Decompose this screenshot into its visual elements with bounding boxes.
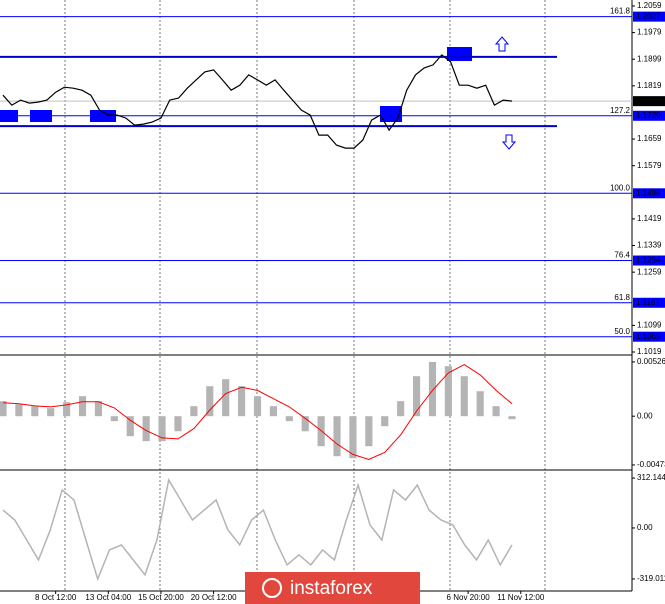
histogram-bar bbox=[174, 416, 182, 432]
price-box bbox=[633, 331, 665, 342]
histogram-bar bbox=[15, 404, 23, 417]
histogram-bar bbox=[142, 416, 150, 442]
histogram-bar bbox=[253, 396, 262, 417]
marker bbox=[380, 106, 402, 122]
y-tick-label: 1.1899 bbox=[637, 54, 662, 63]
price-label: 1.1167 bbox=[636, 298, 660, 307]
histogram-bar bbox=[444, 366, 452, 417]
y-tick-label: 0.00526 bbox=[637, 357, 665, 366]
price-box bbox=[633, 96, 665, 107]
histogram-bar bbox=[269, 406, 277, 417]
y-tick-label: 1.1579 bbox=[637, 161, 662, 170]
histogram-bar bbox=[333, 416, 341, 457]
histogram-bar bbox=[94, 401, 103, 417]
histogram-bar bbox=[190, 406, 198, 417]
y-tick-label: 1.1259 bbox=[637, 267, 662, 276]
y-tick-label: 0.00 bbox=[637, 411, 653, 420]
histogram-bar bbox=[508, 416, 516, 420]
y-tick-label: 1.1099 bbox=[637, 320, 662, 329]
fib-label: 50.0 bbox=[614, 327, 630, 336]
x-tick-label: 11 Nov 12:00 bbox=[497, 593, 545, 602]
histogram-bar bbox=[285, 416, 293, 422]
x-tick-label: 8 Oct 12:00 bbox=[35, 593, 77, 602]
y-tick-label: 312.1442 bbox=[637, 473, 665, 482]
y-tick-label: 1.1979 bbox=[637, 28, 662, 37]
y-tick-label: 1.1659 bbox=[637, 134, 662, 143]
price-label: 1.1729 bbox=[636, 111, 661, 120]
histogram-bar bbox=[206, 386, 214, 417]
fib-label: 100.0 bbox=[610, 183, 631, 192]
histogram-bar bbox=[492, 406, 500, 417]
histogram-bar bbox=[381, 416, 389, 427]
histogram-bar bbox=[397, 401, 405, 417]
histogram-bar bbox=[47, 408, 55, 417]
price-box bbox=[633, 11, 665, 22]
histogram-bar bbox=[31, 406, 39, 417]
x-tick-label: 13 Oct 04:00 bbox=[85, 593, 131, 602]
current-price-label: 1.1773 bbox=[636, 96, 661, 105]
y-tick-label: -319.011 bbox=[637, 574, 665, 583]
y-tick-label: 1.1019 bbox=[637, 347, 662, 356]
histogram-bar bbox=[222, 379, 230, 417]
y-tick-label: 0.00 bbox=[637, 523, 653, 532]
fib-label: 76.4 bbox=[614, 251, 630, 260]
x-tick-label: 20 Oct 12:00 bbox=[191, 593, 237, 602]
histogram-bar bbox=[365, 416, 373, 447]
histogram-bar bbox=[63, 402, 71, 417]
watermark-box bbox=[245, 572, 420, 604]
histogram-bar bbox=[460, 376, 468, 417]
y-tick-label: 1.2059 bbox=[637, 1, 662, 10]
histogram-bar bbox=[428, 361, 437, 417]
histogram-bar bbox=[78, 396, 87, 417]
x-tick-label: 6 Nov 20:00 bbox=[447, 593, 491, 602]
arrow-down bbox=[501, 134, 517, 150]
price-label: 1.1294 bbox=[636, 256, 661, 265]
x-tick-label: 15 Oct 20:00 bbox=[138, 593, 184, 602]
price-box bbox=[633, 110, 665, 121]
fib-label: 127.2 bbox=[610, 106, 631, 115]
price-box bbox=[633, 255, 665, 266]
histogram-bar bbox=[349, 416, 357, 459]
histogram-bar bbox=[126, 416, 134, 437]
y-tick-label: 1.1419 bbox=[637, 214, 662, 223]
histogram-bar bbox=[301, 416, 309, 432]
price-box bbox=[633, 188, 665, 199]
fib-label: 61.8 bbox=[614, 293, 630, 302]
histogram-bar bbox=[0, 401, 7, 417]
y-tick-label: 1.1819 bbox=[637, 81, 662, 90]
signal-line bbox=[2, 364, 513, 461]
histogram-bar bbox=[110, 416, 118, 422]
price-label: 1.2027 bbox=[636, 12, 661, 21]
histogram-bar bbox=[238, 386, 246, 417]
marker bbox=[447, 47, 472, 61]
arrow-up bbox=[494, 36, 510, 52]
price-box bbox=[633, 297, 665, 308]
histogram-bar bbox=[412, 376, 421, 417]
histogram-bar bbox=[158, 416, 166, 442]
price-label: 1.1065 bbox=[636, 332, 661, 341]
y-tick-label: 1.1339 bbox=[637, 241, 662, 250]
histogram-bar bbox=[476, 391, 484, 417]
watermark: instaforex bbox=[290, 578, 373, 599]
watermark-logo bbox=[262, 578, 282, 598]
price-label: 1.1496 bbox=[636, 188, 661, 197]
line bbox=[2, 54, 513, 149]
fib-label: 161.8 bbox=[610, 7, 631, 16]
line bbox=[2, 477, 513, 582]
